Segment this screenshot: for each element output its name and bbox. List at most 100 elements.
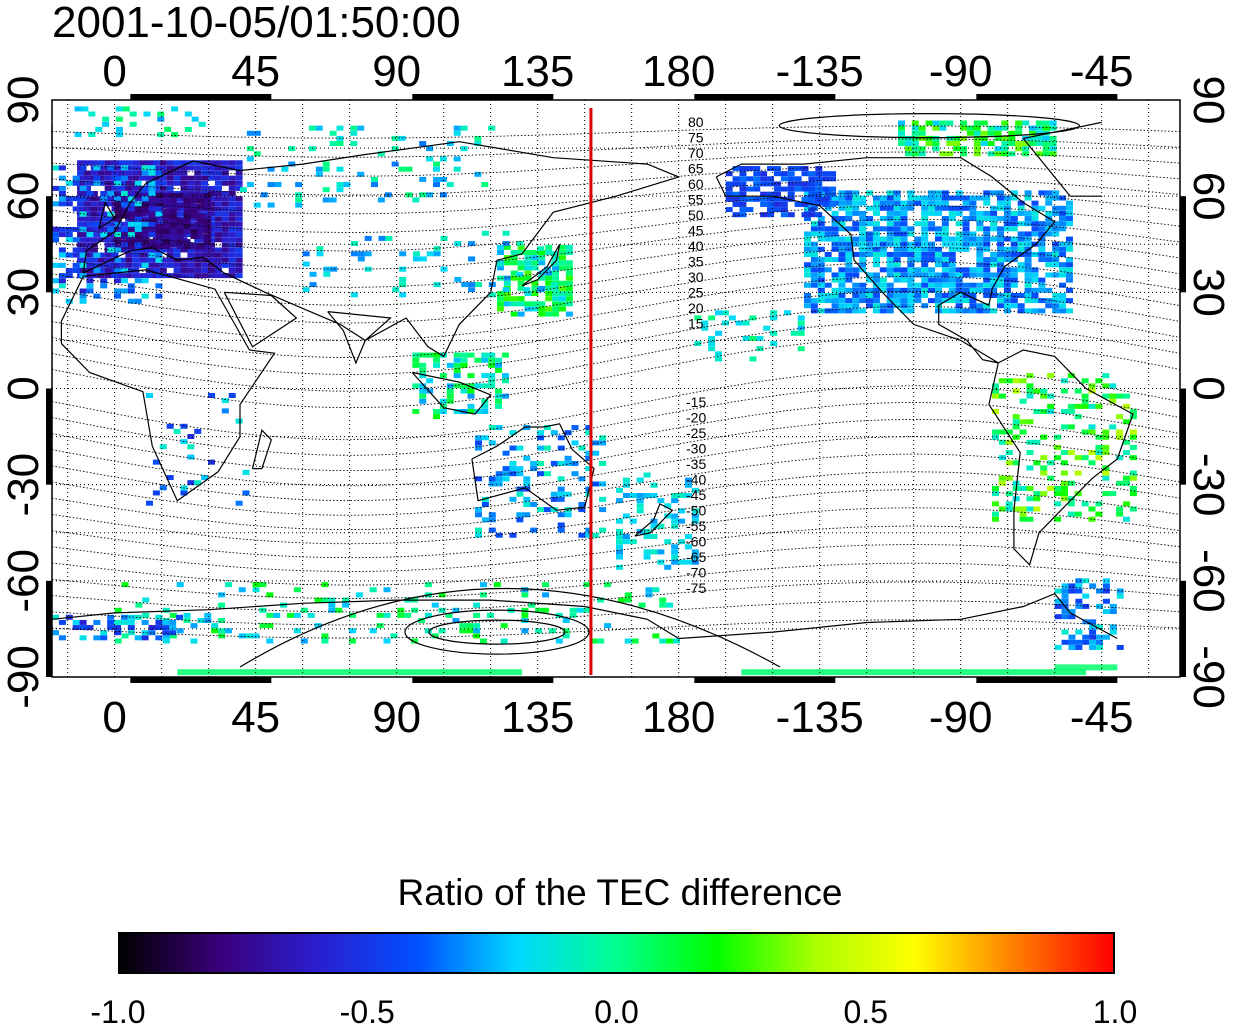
- tec-data-cell: [121, 233, 129, 239]
- tec-data-cell: [152, 216, 160, 222]
- tec-data-cell: [1054, 485, 1062, 491]
- tec-data-cell: [426, 192, 434, 198]
- tec-data-cell: [990, 257, 998, 263]
- tec-data-cell: [907, 241, 915, 247]
- tec-data-cell: [295, 202, 303, 208]
- tec-data-cell: [134, 614, 142, 620]
- tec-data-cell: [159, 262, 167, 268]
- tec-data-cell: [433, 357, 441, 363]
- tec-data-cell: [817, 292, 825, 298]
- tec-data-cell: [1068, 639, 1076, 645]
- tec-data-cell: [817, 216, 825, 222]
- tec-data-cell: [169, 228, 177, 234]
- tec-data-cell: [571, 440, 579, 446]
- tec-data-cell: [521, 607, 529, 613]
- tec-data-cell: [1010, 221, 1018, 227]
- tec-data-cell: [955, 267, 963, 273]
- tec-data-cell: [562, 618, 570, 624]
- tec-data-cell: [872, 200, 880, 206]
- tec-data-cell: [496, 301, 504, 307]
- tec-data-cell: [997, 257, 1005, 263]
- tec-data-cell: [120, 201, 128, 207]
- tec-data-cell: [1031, 231, 1039, 237]
- tec-data-cell: [845, 277, 853, 283]
- tec-data-cell: [998, 393, 1006, 399]
- tec-data-cell: [127, 232, 135, 238]
- tec-data-cell: [845, 236, 853, 242]
- tec-data-cell: [180, 490, 188, 496]
- tec-data-cell: [159, 267, 167, 273]
- tec-data-cell: [132, 170, 140, 176]
- tec-data-cell: [824, 236, 832, 242]
- tec-data-cell: [708, 346, 716, 352]
- tec-data-cell: [555, 638, 563, 644]
- tec-data-cell: [852, 272, 860, 278]
- tec-data-cell: [1017, 205, 1025, 211]
- tec-data-cell: [127, 288, 135, 294]
- tec-data-cell: [171, 106, 179, 112]
- tec-data-cell: [141, 619, 149, 625]
- tec-data-cell: [135, 213, 143, 219]
- tec-data-cell: [810, 251, 818, 257]
- tec-data-cell: [173, 211, 181, 217]
- tec-data-cell: [976, 195, 984, 201]
- tec-data-cell: [481, 403, 489, 409]
- tec-data-cell: [350, 130, 358, 136]
- tec-data-cell: [838, 277, 846, 283]
- tec-data-cell: [166, 165, 174, 171]
- tec-data-cell: [565, 301, 573, 307]
- tec-data-cell: [962, 292, 970, 298]
- tec-data-cell: [571, 471, 579, 477]
- tec-data-cell: [83, 196, 91, 202]
- tec-data-cell: [214, 185, 222, 191]
- south-pole-contour: [428, 619, 566, 645]
- tec-data-cell: [495, 362, 503, 368]
- tec-data-cell: [684, 534, 692, 540]
- tec-data-cell: [907, 190, 915, 196]
- tec-data-cell: [960, 146, 968, 152]
- tec-data-cell: [911, 130, 919, 136]
- tec-data-cell: [746, 176, 754, 182]
- tec-data-cell: [501, 378, 509, 384]
- tec-data-cell: [1116, 506, 1124, 512]
- tec-data-cell: [235, 201, 243, 207]
- tec-data-cell: [997, 246, 1005, 252]
- tec-data-cell: [1026, 383, 1034, 389]
- tec-data-cell: [545, 285, 553, 291]
- tec-data-cell: [976, 221, 984, 227]
- tec-data-cell: [452, 607, 460, 613]
- tec-data-cell: [473, 628, 481, 634]
- tec-data-cell: [97, 211, 105, 217]
- tec-data-cell: [399, 276, 407, 282]
- tec-data-cell: [166, 160, 174, 166]
- top-longitude-tick: 90: [372, 47, 421, 96]
- tec-data-cell: [77, 201, 85, 207]
- tec-data-cell: [852, 221, 860, 227]
- tec-data-cell: [214, 216, 222, 222]
- tec-data-cell: [1102, 383, 1110, 389]
- tec-data-cell: [509, 430, 517, 436]
- tec-data-cell: [983, 262, 991, 268]
- tec-data-cell: [1122, 419, 1130, 425]
- tec-data-cell: [397, 612, 405, 618]
- tec-data-cell: [1045, 190, 1053, 196]
- tec-data-cell: [928, 251, 936, 257]
- tec-data-cell: [550, 430, 558, 436]
- tec-data-cell: [552, 255, 560, 261]
- tec-data-cell: [316, 251, 324, 257]
- tec-data-cell: [1065, 236, 1073, 242]
- tec-data-cell: [474, 357, 482, 363]
- tec-data-cell: [585, 532, 593, 538]
- tec-data-cell: [928, 282, 936, 288]
- tec-data-cell: [125, 252, 133, 258]
- tec-data-cell: [496, 275, 504, 281]
- tec-data-cell: [983, 236, 991, 242]
- tec-data-cell: [166, 423, 174, 429]
- tec-data-cell: [767, 212, 775, 218]
- tec-data-cell: [976, 308, 984, 314]
- tec-data-cell: [980, 130, 988, 136]
- tec-data-cell: [433, 362, 441, 368]
- tec-data-cell: [886, 190, 894, 196]
- tec-data-cell: [321, 638, 329, 644]
- tec-data-cell: [1109, 393, 1117, 399]
